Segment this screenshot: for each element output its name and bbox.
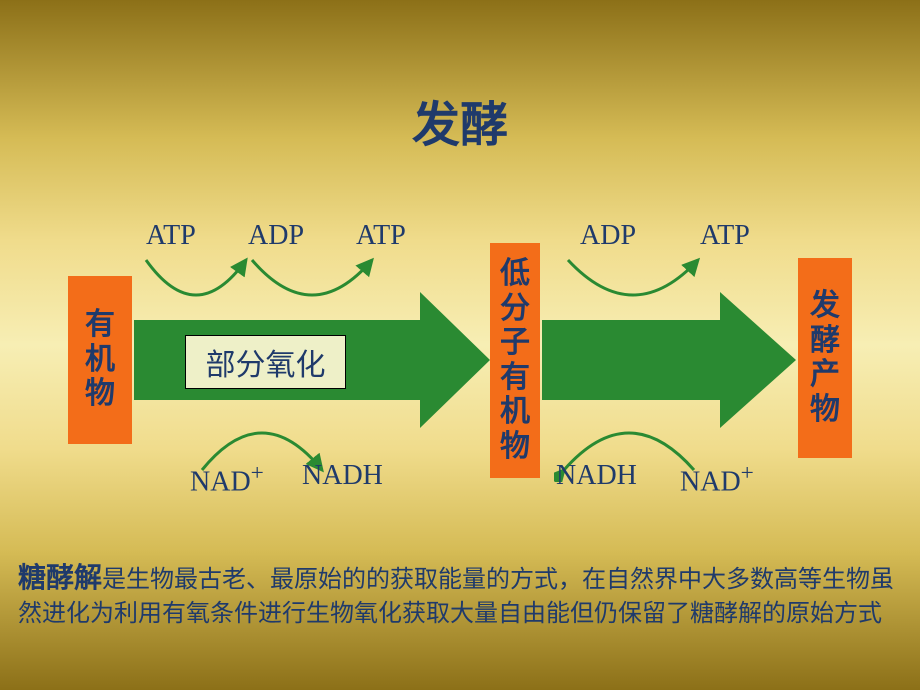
box-low-molecular: 低分子有机物 xyxy=(490,243,540,478)
box-product: 发酵产物 xyxy=(798,258,852,458)
box-organic: 有机物 xyxy=(68,276,132,444)
label-atp-1: ATP xyxy=(146,220,196,252)
curve-adp-atp-2 xyxy=(558,252,708,334)
description-bold: 糖酵解 xyxy=(18,563,102,594)
description-text: 糖酵解是生物最古老、最原始的的获取能量的方式，在自然界中大多数高等生物虽然进化为… xyxy=(18,560,902,630)
label-nadh-1: NADH xyxy=(302,460,383,492)
label-atp-2: ATP xyxy=(356,220,406,252)
label-nadh-2: NADH xyxy=(556,460,637,492)
label-nad-plus-2: NAD+ xyxy=(680,460,754,498)
label-adp-1: ADP xyxy=(248,220,304,252)
label-atp-3: ATP xyxy=(700,220,750,252)
page-title: 发酵 xyxy=(0,85,920,155)
curve-atp-adp-1 xyxy=(136,252,256,334)
arrow-inner-label: 部分氧化 xyxy=(185,335,346,389)
label-nad-plus-1: NAD+ xyxy=(190,460,264,498)
description-rest: 是生物最古老、最原始的的获取能量的方式，在自然界中大多数高等生物虽然进化为利用有… xyxy=(18,567,894,627)
curve-adp-atp-1 xyxy=(242,252,382,334)
label-adp-2: ADP xyxy=(580,220,636,252)
